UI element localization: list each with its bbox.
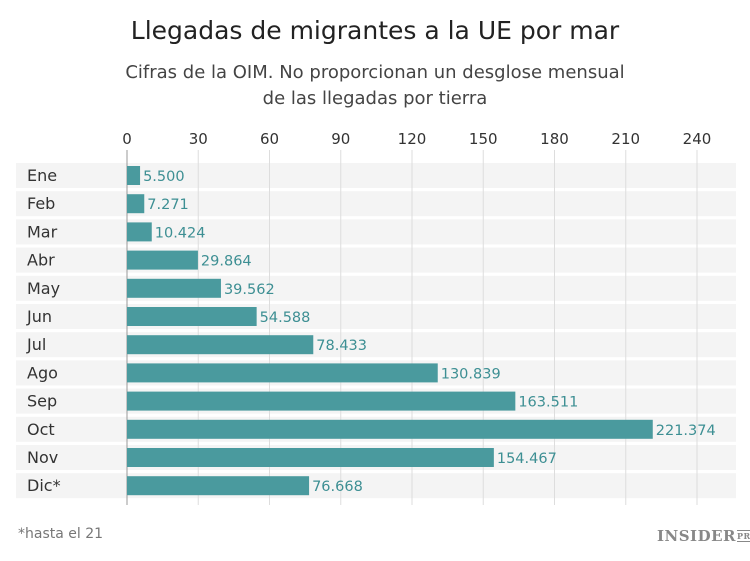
category-label: Ene — [27, 166, 57, 185]
bar — [127, 419, 653, 439]
category-label: Dic* — [27, 476, 61, 495]
x-tick-label: 180 — [540, 130, 569, 148]
category-label: May — [27, 279, 60, 298]
row-band — [16, 163, 736, 188]
data-label: 78.433 — [316, 338, 367, 354]
bar — [127, 476, 310, 496]
data-label: 154.467 — [497, 451, 557, 467]
category-label: Jul — [26, 335, 46, 354]
data-label: 7.271 — [147, 197, 189, 213]
bar — [127, 222, 152, 242]
category-label: Feb — [27, 194, 55, 213]
chart-subtitle-line2: de las llegadas por tierra — [262, 88, 488, 109]
row-band — [16, 247, 736, 273]
data-label: 10.424 — [155, 225, 206, 241]
bar — [127, 448, 494, 467]
bar — [127, 278, 221, 298]
footnote: *hasta el 21 — [18, 526, 104, 542]
data-label: 39.562 — [224, 282, 275, 298]
bar — [127, 250, 198, 270]
category-label: Abr — [27, 251, 55, 270]
category-label: Nov — [27, 448, 58, 467]
category-label: Mar — [27, 222, 58, 241]
insider-pro-logo: INSIDERPRO — [657, 527, 750, 545]
x-tick-label: 120 — [398, 130, 427, 148]
row-band — [16, 275, 736, 301]
x-tick-label: 150 — [469, 130, 498, 148]
x-tick-label: 210 — [611, 130, 640, 148]
category-label: Oct — [27, 420, 55, 439]
data-label: 5.500 — [143, 169, 185, 185]
row-band — [16, 191, 736, 217]
bar — [127, 166, 141, 185]
x-tick-label: 90 — [331, 130, 350, 148]
x-tick-label: 240 — [683, 130, 712, 148]
bar — [127, 194, 145, 214]
data-label: 29.864 — [201, 254, 252, 270]
row-band — [16, 219, 736, 245]
row-band — [16, 304, 736, 329]
row-band — [16, 332, 736, 358]
data-label: 54.588 — [260, 310, 311, 326]
x-tick-label: 30 — [189, 130, 208, 148]
category-label: Ago — [27, 363, 58, 382]
bar — [127, 363, 438, 383]
x-tick-label: 60 — [260, 130, 279, 148]
chart-subtitle-line1: Cifras de la OIM. No proporcionan un des… — [125, 62, 625, 83]
chart-title: Llegadas de migrantes a la UE por mar — [130, 16, 620, 45]
row-band — [16, 473, 736, 499]
bar — [127, 391, 516, 411]
data-label: 221.374 — [656, 423, 716, 439]
category-label: Sep — [27, 392, 57, 411]
logo-suffix: PRO — [736, 530, 750, 542]
data-label: 163.511 — [518, 395, 578, 411]
bar — [127, 335, 314, 355]
bar — [127, 307, 257, 326]
data-label: 130.839 — [441, 366, 501, 382]
logo-main: INSIDER — [657, 527, 736, 545]
category-label: Jun — [26, 307, 52, 326]
x-tick-label: 0 — [122, 130, 132, 148]
data-label: 76.668 — [312, 479, 363, 495]
